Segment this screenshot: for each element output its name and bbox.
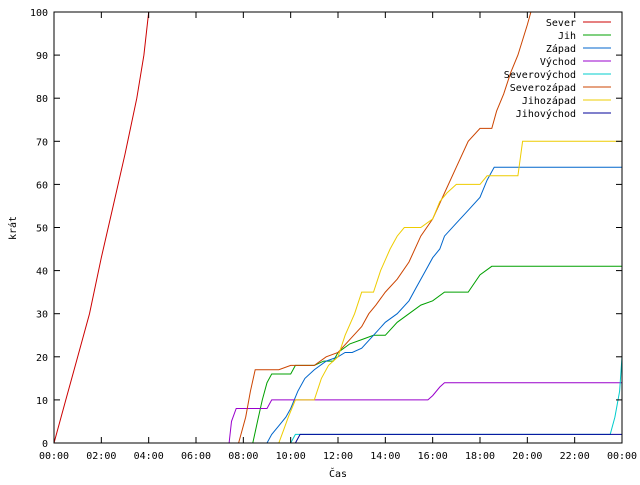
x-tick-label: 20:00 — [512, 451, 542, 462]
x-tick-label: 22:00 — [560, 451, 590, 462]
x-axis-label: Čas — [329, 467, 347, 480]
y-tick-label: 10 — [36, 396, 48, 407]
legend-label: Sever — [546, 18, 576, 29]
series-layer — [54, 12, 622, 443]
series-line-8 — [54, 433, 622, 443]
y-tick-label: 60 — [36, 180, 48, 191]
series-line-1 — [54, 12, 150, 443]
y-tick-label: 90 — [36, 51, 48, 62]
legend-label: Jihovýchod — [516, 108, 576, 120]
x-tick-label: 08:00 — [228, 451, 258, 462]
legend-label: Jih — [558, 31, 576, 42]
y-tick-label: 40 — [36, 267, 48, 278]
y-tick-label: 100 — [30, 8, 48, 19]
series-line-2 — [54, 265, 622, 443]
x-tick-label: 02:00 — [86, 451, 116, 462]
x-tick-label: 00:00 — [39, 451, 69, 462]
x-tick-label: 04:00 — [134, 451, 164, 462]
y-tick-label: 20 — [36, 353, 48, 364]
series-line-7 — [54, 140, 622, 443]
ticks-layer: 00:00 02:00 04:00 06:00 08:00 10:00 12:00 14:00… — [30, 8, 637, 462]
x-tick-label: 10:00 — [276, 451, 306, 462]
y-tick-label: 30 — [36, 310, 48, 321]
y-axis-label: krát — [7, 216, 19, 240]
legend-label: Severozápad — [510, 82, 576, 94]
x-tick-label: 14:00 — [370, 451, 400, 462]
y-tick-label: 50 — [36, 224, 48, 235]
legend-label: Severovýchod — [504, 69, 576, 81]
x-tick-label: 06:00 — [181, 451, 211, 462]
series-line-6 — [54, 12, 532, 443]
series-line-3 — [54, 166, 622, 443]
legend: Sever JihZápadVýchodSeverovýchodSeverozáp… — [504, 18, 611, 120]
x-tick-label: 12:00 — [323, 451, 353, 462]
y-tick-label: 80 — [36, 94, 48, 105]
legend-label: Západ — [546, 43, 576, 55]
x-tick-label: 00:00 — [607, 451, 637, 462]
x-tick-label: 16:00 — [418, 451, 448, 462]
legend-label: Jihozápad — [522, 95, 576, 107]
series-line-4 — [54, 382, 622, 443]
x-tick-label: 18:00 — [465, 451, 495, 462]
y-tick-label: 0 — [42, 439, 48, 450]
y-tick-label: 70 — [36, 137, 48, 148]
legend-label: Východ — [540, 56, 576, 68]
